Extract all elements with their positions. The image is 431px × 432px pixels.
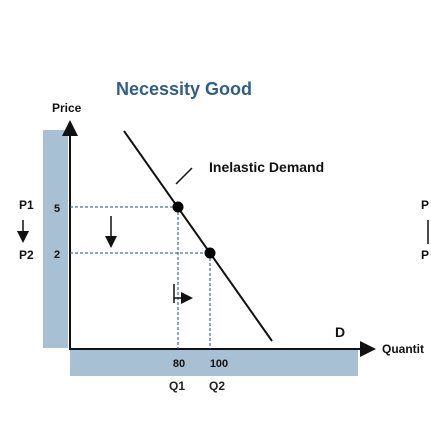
annotation-label: Inelastic Demand	[209, 159, 324, 175]
guide-lines	[70, 206, 211, 349]
price-label-p2: P2	[19, 248, 34, 262]
y-tick-label: 5	[54, 203, 60, 215]
x-axis-label: Quantit	[382, 342, 424, 356]
right-edge-label: P	[421, 198, 429, 212]
data-point	[172, 201, 184, 213]
curve-label-d: D	[335, 324, 345, 340]
y-axis-label: Price	[52, 101, 82, 115]
right-edge-label: P	[421, 248, 429, 262]
x-axis-band	[70, 350, 358, 376]
quantity-label-q1: Q1	[169, 379, 185, 393]
price-label-p1: P1	[19, 198, 34, 212]
annotation-pointer	[175, 167, 193, 185]
data-points	[172, 201, 216, 259]
y-tick-label: 2	[54, 249, 60, 261]
data-point	[204, 247, 216, 259]
quantity-label-q2: Q2	[209, 379, 225, 393]
demand-curve	[123, 130, 273, 342]
chart-title: Necessity Good	[116, 79, 252, 99]
y-axis-band	[43, 130, 68, 348]
x-tick-label: 80	[173, 358, 185, 370]
x-tick-label: 100	[210, 358, 228, 370]
